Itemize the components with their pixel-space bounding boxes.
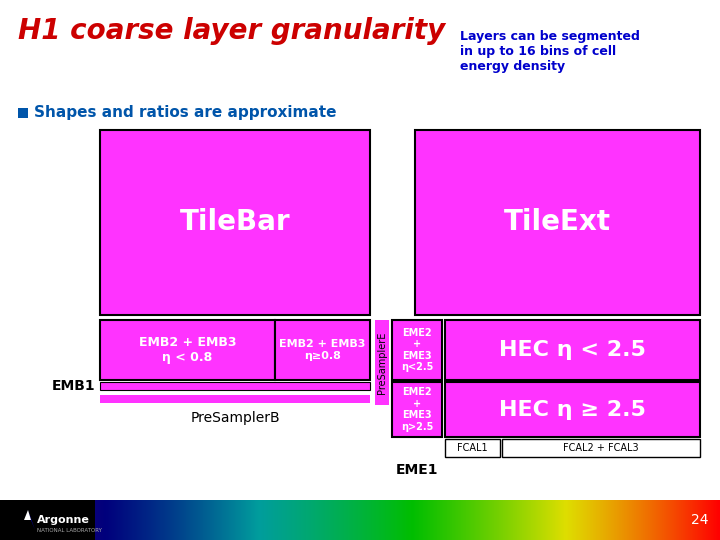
Text: PreSamplerE: PreSamplerE [377,332,387,394]
Text: EMB2 + EMB3
η≥0.8: EMB2 + EMB3 η≥0.8 [279,339,366,361]
Text: Layers can be segmented
in up to 16 bins of cell
energy density: Layers can be segmented in up to 16 bins… [460,30,640,73]
Bar [0,500,720,540]
Text: TileBar: TileBar [180,208,290,237]
Text: Shapes and ratios are approximate: Shapes and ratios are approximate [34,105,336,120]
Bar [415,130,700,315]
Text: TileExt: TileExt [504,208,611,237]
Text: FCAL1: FCAL1 [457,443,488,453]
Text: EMB2 + EMB3
η < 0.8: EMB2 + EMB3 η < 0.8 [139,336,236,364]
Bar [100,382,370,390]
Bar [100,395,370,403]
Bar [445,382,700,437]
Text: FCAL2 + FCAL3: FCAL2 + FCAL3 [563,443,639,453]
Text: Argonne: Argonne [37,515,90,525]
Bar [0,500,95,540]
Text: EME2
+
EME3
η<2.5: EME2 + EME3 η<2.5 [401,328,433,373]
Bar [18,108,28,118]
Text: 24: 24 [691,513,708,527]
Polygon shape [24,510,31,520]
Text: NATIONAL LABORATORY: NATIONAL LABORATORY [37,528,102,532]
Bar [445,439,500,457]
Bar [100,130,370,315]
Polygon shape [20,510,28,530]
Polygon shape [28,510,35,530]
Bar [100,320,275,380]
Text: H1 coarse layer granularity: H1 coarse layer granularity [18,17,445,45]
Bar [445,320,700,380]
Text: EME1: EME1 [396,463,438,477]
Bar [502,439,700,457]
Text: HEC η < 2.5: HEC η < 2.5 [499,340,646,360]
Text: EME2
+
EME3
η>2.5: EME2 + EME3 η>2.5 [401,387,433,432]
Text: EMB1: EMB1 [51,379,95,393]
Bar [275,320,370,380]
Text: PreSamplerB: PreSamplerB [190,411,280,425]
Bar [392,320,442,380]
Bar [375,320,389,405]
Bar [392,382,442,437]
Text: HEC η ≥ 2.5: HEC η ≥ 2.5 [499,400,646,420]
